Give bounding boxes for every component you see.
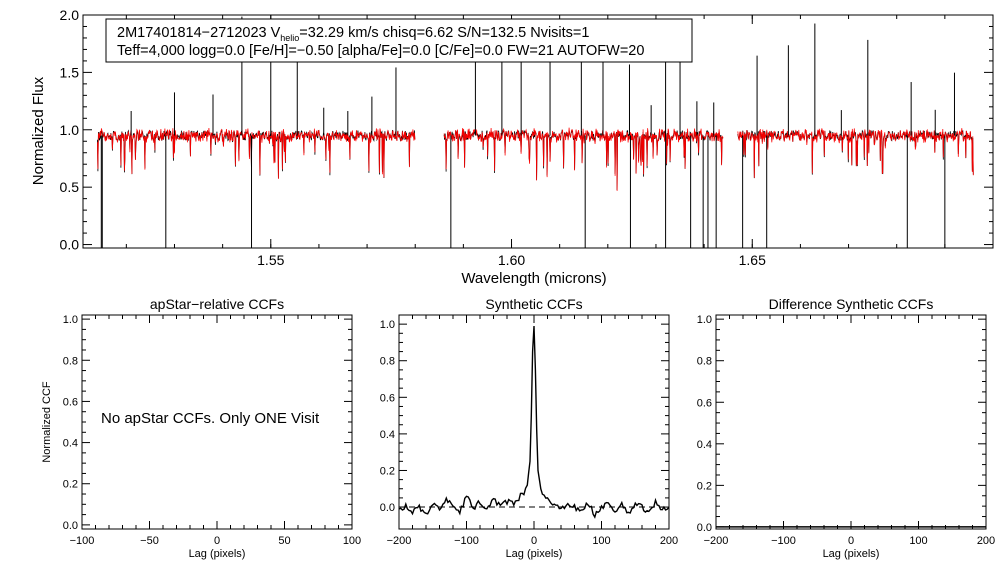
- ccf-xtick-label: −100: [454, 535, 479, 547]
- spectrum-ytick-label: 0.0: [60, 237, 80, 253]
- spectrum-ytick-label: 0.5: [60, 179, 80, 195]
- ccf-xtick-label: 0: [848, 535, 854, 547]
- spectrum-xtick-label: 1.60: [498, 252, 525, 268]
- ccf-xtick-label: −100: [70, 535, 95, 547]
- spectrum-ytick-label: 2.0: [60, 7, 80, 23]
- difference-ccf-title: Difference Synthetic CCFs: [769, 296, 934, 312]
- apstar-ccf-ylabel: Normalized CCF: [41, 381, 53, 463]
- difference-ccf-ticks: −200 −100 0 100 200 0.0 0.2 0.4 0.6 0.8 1.0: [697, 314, 995, 547]
- apstar-ccf-panel: apStar−relative CCFs −100 −50 0 50 100 0.0 0.2…: [41, 296, 361, 560]
- spectrum-plot-area: [97, 16, 974, 248]
- spectrum-info-line-1: 2M17401814−2712023 Vhelio=32.29 km/s chi…: [117, 25, 589, 43]
- ccf-ytick-label: 0.6: [63, 396, 78, 408]
- spectrum-ticks: 1.55 1.60 1.65 0.0 0.5 1.0 1.5 2.0: [60, 7, 993, 268]
- model-spectrum-segment-0: [97, 127, 416, 179]
- info-vhelio-values: =32.29 km/s chisq=6.62 S/N=132.5 Nvisits…: [299, 25, 589, 41]
- ccf-ytick-label: 0.2: [380, 465, 395, 477]
- difference-ccf-xlabel: Lag (pixels): [823, 548, 880, 560]
- ccf-ytick-label: 0.0: [697, 522, 712, 534]
- ccf-ytick-label: 0.2: [63, 479, 78, 491]
- info-star-id: 2M17401814−2712023 V: [117, 25, 281, 41]
- ccf-xtick-label: 200: [660, 535, 678, 547]
- spectrum-ytick-label: 1.5: [60, 64, 80, 80]
- spectrum-panel: 1.55 1.60 1.65 0.0 0.5 1.0 1.5 2.0 Wavelength (…: [30, 7, 994, 287]
- difference-ccf-frame: [715, 314, 987, 530]
- ccf-ytick-label: 0.8: [380, 356, 395, 368]
- spectrum-xtick-label: 1.55: [257, 252, 284, 268]
- ccf-xtick-label: 100: [343, 535, 361, 547]
- apstar-ccf-annotation: No apStar CCFs. Only ONE Visit: [101, 410, 320, 427]
- ccf-ytick-label: 0.6: [697, 397, 712, 409]
- ccf-xtick-label: 0: [531, 535, 537, 547]
- ccf-ytick-label: 0.8: [63, 355, 78, 367]
- synthetic-ccf-panel: Synthetic CCFs −200 −100 0 100 200 0.0 0.2 0.4 0…: [380, 296, 678, 560]
- apstar-ccf-title: apStar−relative CCFs: [150, 296, 284, 312]
- info-vhelio-subscript: helio: [280, 33, 299, 43]
- ccf-ytick-label: 1.0: [63, 314, 78, 326]
- ccf-ytick-label: 0.8: [697, 356, 712, 368]
- ccf-xtick-label: 100: [909, 535, 927, 547]
- apstar-ccf-xlabel: Lag (pixels): [189, 548, 246, 560]
- spectrum-ytick-label: 1.0: [60, 122, 80, 138]
- spectrum-frame: [82, 14, 994, 249]
- ccf-ytick-label: 0.4: [697, 439, 712, 451]
- ccf-ytick-label: 0.4: [63, 438, 78, 450]
- ccf-xtick-label: 50: [278, 535, 290, 547]
- ccf-xtick-label: 100: [592, 535, 610, 547]
- synthetic-ccf-xlabel: Lag (pixels): [506, 548, 563, 560]
- model-spectrum-segment-1: [443, 127, 724, 191]
- ccf-xtick-label: −50: [140, 535, 159, 547]
- spectrum-ylabel: Normalized Flux: [30, 76, 47, 185]
- ccf-ytick-label: 0.4: [380, 429, 395, 441]
- ccf-ytick-label: 0.2: [697, 480, 712, 492]
- ccf-ytick-label: 0.0: [63, 520, 78, 532]
- ccf-xtick-label: 200: [977, 535, 995, 547]
- synthetic-ccf-title: Synthetic CCFs: [485, 296, 582, 312]
- ccf-xtick-label: −200: [704, 535, 729, 547]
- model-spectrum-segment-2: [737, 128, 974, 178]
- spectrum-xtick-label: 1.65: [739, 252, 766, 268]
- spectrum-info-line-2: Teff=4,000 logg=0.0 [Fe/H]=−0.50 [alpha/…: [117, 43, 644, 59]
- apstar-ccf-ticks: −100 −50 0 50 100 0.0 0.2 0.4 0.6 0.8 1.0: [63, 314, 361, 547]
- ccf-ytick-label: 1.0: [697, 314, 712, 326]
- ccf-ytick-label: 1.0: [380, 319, 395, 331]
- spectrum-xlabel: Wavelength (microns): [461, 270, 606, 287]
- ccf-xtick-label: −100: [771, 535, 796, 547]
- ccf-ytick-label: 0.0: [380, 502, 395, 514]
- ccf-xtick-label: 0: [214, 535, 220, 547]
- synthetic-ccf-plot-area: [398, 325, 670, 519]
- difference-ccf-panel: Difference Synthetic CCFs −200 −100 0 100 20…: [697, 296, 995, 560]
- synthetic-ccf-ticks: −200 −100 0 100 200 0.0 0.2 0.4 0.6 0.8 1.0: [380, 315, 678, 547]
- ccf-ytick-label: 0.6: [380, 392, 395, 404]
- ccf-xtick-label: −200: [387, 535, 412, 547]
- ccf-line-ccf: [398, 325, 670, 519]
- spectrum-info-box: [105, 18, 693, 63]
